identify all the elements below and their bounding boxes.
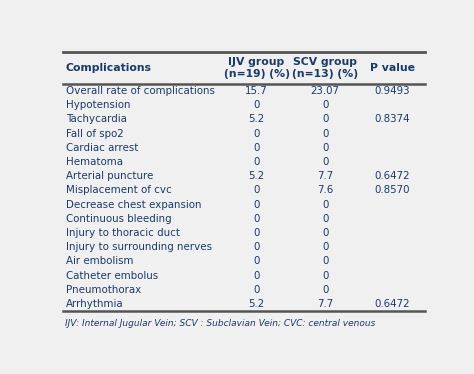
Text: Cardiac arrest: Cardiac arrest	[66, 143, 138, 153]
Text: Air embolism: Air embolism	[66, 257, 133, 267]
Text: Continuous bleeding: Continuous bleeding	[66, 214, 172, 224]
Text: 0.8374: 0.8374	[374, 114, 410, 124]
Text: 0: 0	[322, 143, 328, 153]
Text: 0: 0	[322, 271, 328, 281]
Text: Arterial puncture: Arterial puncture	[66, 171, 153, 181]
Text: Injury to thoracic duct: Injury to thoracic duct	[66, 228, 180, 238]
Text: 0: 0	[322, 114, 328, 124]
Text: Injury to surrounding nerves: Injury to surrounding nerves	[66, 242, 212, 252]
Text: 0: 0	[253, 200, 260, 209]
Text: Hypotension: Hypotension	[66, 100, 130, 110]
Text: 0.9493: 0.9493	[374, 86, 410, 96]
Text: 0: 0	[253, 228, 260, 238]
Text: 23.07: 23.07	[311, 86, 340, 96]
Text: IJV group
(n=19) (%): IJV group (n=19) (%)	[224, 57, 290, 79]
Text: 5.2: 5.2	[248, 171, 264, 181]
Text: Arrhythmia: Arrhythmia	[66, 299, 124, 309]
Text: 0: 0	[253, 271, 260, 281]
Text: 0: 0	[322, 100, 328, 110]
Text: Decrease chest expansion: Decrease chest expansion	[66, 200, 201, 209]
Text: Catheter embolus: Catheter embolus	[66, 271, 158, 281]
Text: 0: 0	[322, 214, 328, 224]
Text: 0: 0	[322, 129, 328, 138]
Text: 7.7: 7.7	[317, 171, 333, 181]
Text: 0: 0	[253, 285, 260, 295]
Text: 0.6472: 0.6472	[374, 171, 410, 181]
Text: 5.2: 5.2	[248, 299, 264, 309]
Text: SCV group
(n=13) (%): SCV group (n=13) (%)	[292, 57, 358, 79]
Text: P value: P value	[370, 63, 415, 73]
Text: 0: 0	[253, 100, 260, 110]
Text: 0.8570: 0.8570	[374, 186, 410, 195]
Text: 0: 0	[253, 186, 260, 195]
Text: 0: 0	[322, 257, 328, 267]
Text: 0.6472: 0.6472	[374, 299, 410, 309]
Text: 0: 0	[253, 129, 260, 138]
Text: Pneumothorax: Pneumothorax	[66, 285, 141, 295]
Text: Overall rate of complications: Overall rate of complications	[66, 86, 215, 96]
Text: 0: 0	[253, 242, 260, 252]
Text: 0: 0	[322, 242, 328, 252]
Text: 0: 0	[322, 200, 328, 209]
Text: 15.7: 15.7	[245, 86, 268, 96]
Text: 0: 0	[322, 228, 328, 238]
Text: 0: 0	[322, 285, 328, 295]
Text: 0: 0	[253, 214, 260, 224]
Text: IJV: Internal Jugular Vein; SCV : Subclavian Vein; CVC: central venous: IJV: Internal Jugular Vein; SCV : Subcla…	[65, 319, 375, 328]
Text: Fall of spo2: Fall of spo2	[66, 129, 124, 138]
Text: 7.7: 7.7	[317, 299, 333, 309]
Text: 0: 0	[253, 143, 260, 153]
Text: 0: 0	[253, 257, 260, 267]
Text: Misplacement of cvc: Misplacement of cvc	[66, 186, 172, 195]
Text: Tachycardia: Tachycardia	[66, 114, 127, 124]
Text: 0: 0	[322, 157, 328, 167]
Text: Hematoma: Hematoma	[66, 157, 123, 167]
Text: 7.6: 7.6	[317, 186, 333, 195]
Text: 5.2: 5.2	[248, 114, 264, 124]
Text: Complications: Complications	[66, 63, 152, 73]
Text: 0: 0	[253, 157, 260, 167]
